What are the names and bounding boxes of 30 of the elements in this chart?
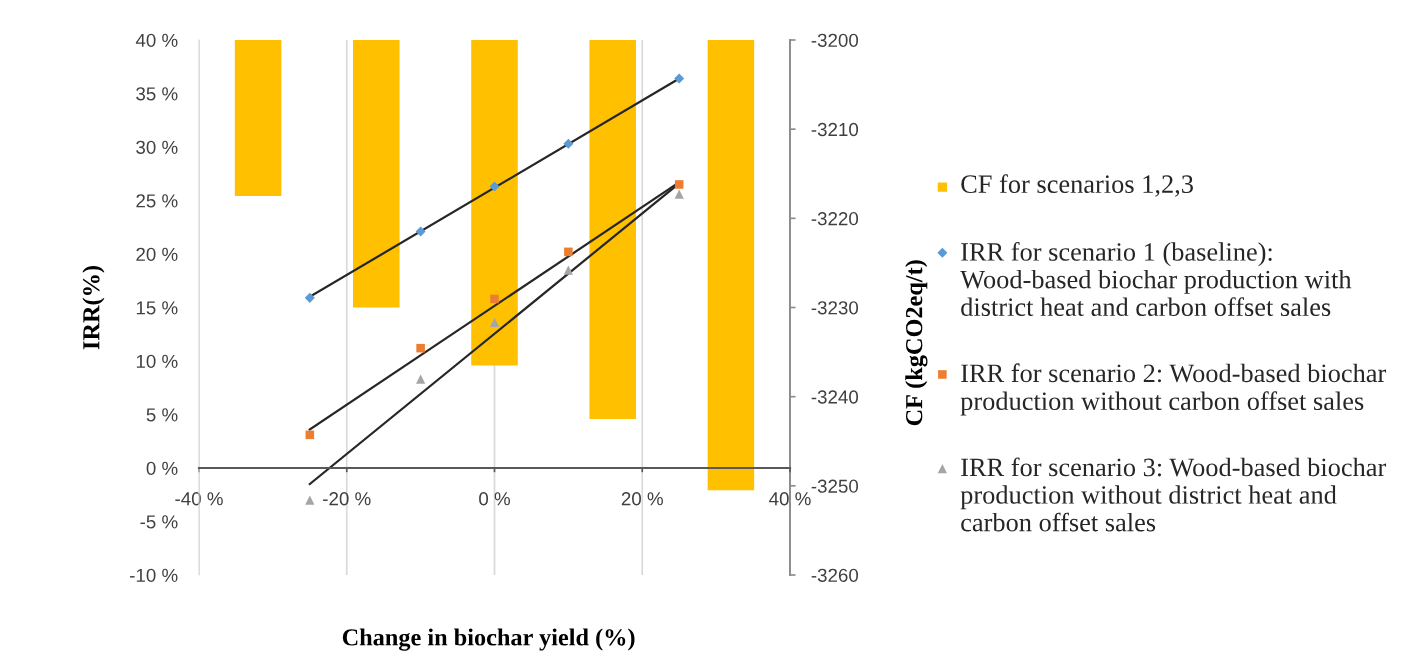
y-tick-label: 35 % <box>136 87 178 101</box>
x-tick-label: -40 % <box>175 492 223 506</box>
y-tick-label: -10 % <box>130 568 178 582</box>
y-tick-label: 10 % <box>136 354 178 368</box>
x-tick-label: 20 % <box>621 492 663 506</box>
y2-tick-label: -3250 <box>811 479 859 493</box>
y-tick-label: 40 % <box>135 33 178 47</box>
x-axis-title: Change in biochar yield (%) <box>342 628 635 651</box>
legend-label: CF for scenarios 1,2,3 <box>961 174 1193 197</box>
y-tick-label: 25 % <box>136 194 178 208</box>
legend-label: IRR for scenario 2: Wood-based biochar production without carbon offset sales <box>960 363 1387 416</box>
y-tick-label: 5 % <box>146 408 178 422</box>
y2-tick-label: -3200 <box>811 33 859 47</box>
y2-tick-label: -3210 <box>811 122 859 137</box>
y2-tick-label: -3260 <box>811 568 859 582</box>
legend-label: IRR for scenario 1 (baseline): Wood-based biochar production with district heat and carbon offset sales <box>960 242 1352 317</box>
y-tick-label: 20 % <box>136 247 178 261</box>
y-axis-title: IRR(%) <box>82 266 105 350</box>
x-tick-label: 0 % <box>479 492 510 506</box>
y-tick-label: -5 % <box>140 515 178 529</box>
y2-axis-title: CF (kgCO2eq/t) <box>905 260 928 426</box>
y2-tick-label: -3220 <box>811 212 859 226</box>
y-tick-label: 30 % <box>136 140 178 154</box>
x-tick-label: 40 % <box>769 492 811 506</box>
x-tick-label: -20 % <box>323 492 371 506</box>
legend-label: IRR for scenario 3: Wood-based biochar production without district heat and carbon offset sales <box>960 457 1387 532</box>
y-tick-label: 15 % <box>136 301 178 315</box>
y2-tick-label: -3240 <box>811 390 859 404</box>
y2-tick-label: -3230 <box>811 301 859 315</box>
y-tick-label: 0 % <box>146 461 178 475</box>
